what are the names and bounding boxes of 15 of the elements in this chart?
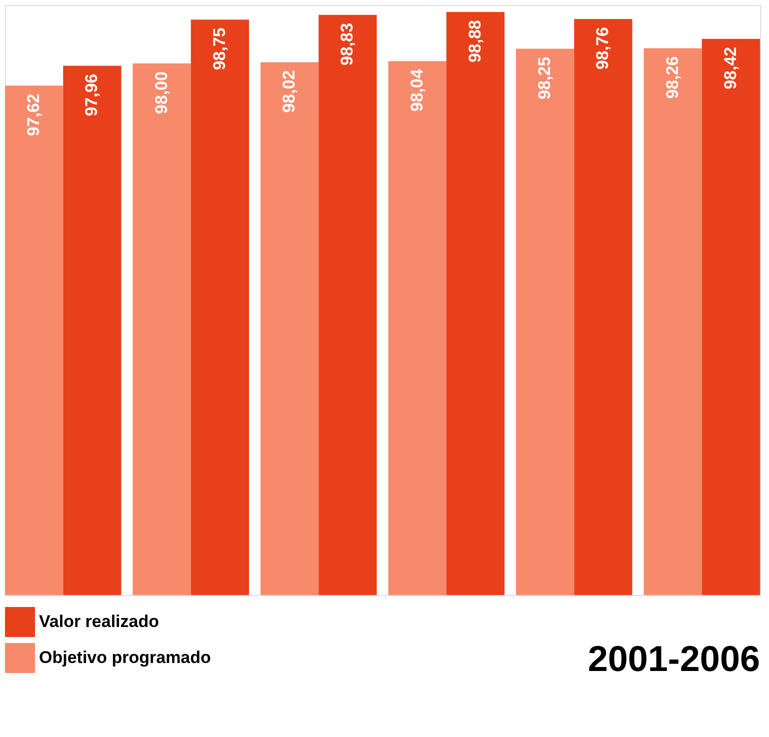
data-label: 98,75 bbox=[210, 28, 229, 70]
data-label: 98,88 bbox=[465, 20, 484, 63]
legend-label: Valor realizado bbox=[39, 612, 159, 631]
data-label: 98,02 bbox=[280, 70, 299, 113]
data-label: 98,04 bbox=[407, 68, 426, 112]
data-label: 98,76 bbox=[593, 27, 612, 70]
data-label: 98,25 bbox=[535, 56, 554, 100]
text: 2001-2006 bbox=[588, 638, 760, 679]
data-label: 97,96 bbox=[82, 74, 102, 116]
data-label: 98,26 bbox=[662, 56, 682, 99]
data-label: 98,83 bbox=[338, 22, 357, 66]
data-label: 97,62 bbox=[24, 94, 44, 136]
legend-label: Objetivo programado bbox=[39, 648, 211, 667]
data-label: 98,00 bbox=[152, 71, 171, 114]
data-label: 98,42 bbox=[720, 46, 740, 90]
